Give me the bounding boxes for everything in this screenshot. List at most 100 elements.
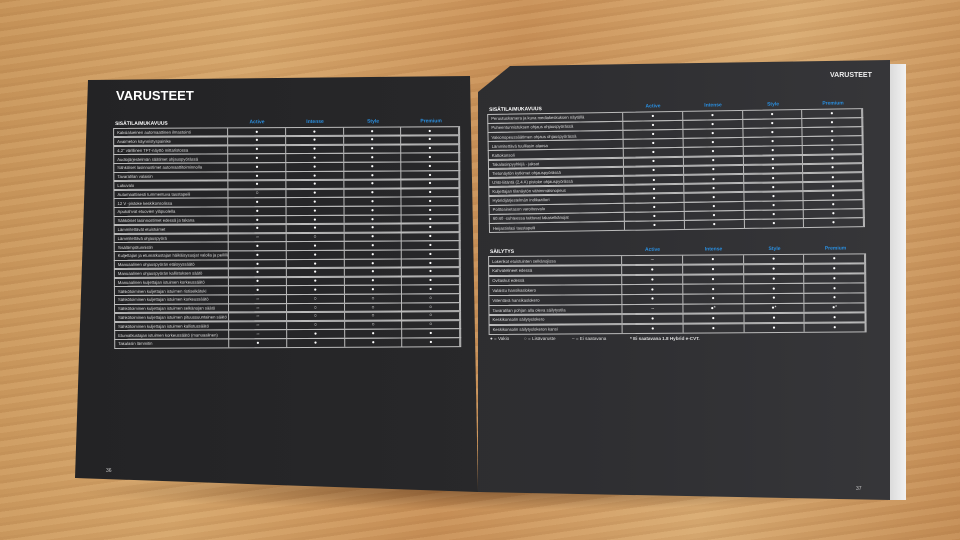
availability-cell: ● (804, 264, 866, 273)
availability-cell: ○ (402, 303, 461, 311)
availability-cell: ● (228, 145, 287, 154)
feature-label: Kuljettajan ja etumatkustajan häikäisysu… (114, 251, 230, 260)
availability-cell: ○ (287, 321, 345, 330)
availability-cell: ○ (402, 320, 461, 329)
availability-cell: ● (343, 127, 402, 136)
section-heading: SISÄTILA/MUKAVUUS (489, 106, 542, 113)
column-header: Premium (420, 118, 442, 125)
feature-label: Lokerikot etuistuinten selkänojissa (489, 256, 623, 266)
availability-cell: ● (683, 294, 745, 304)
legend-unavailable: – = Ei saatavana (572, 336, 607, 341)
availability-cell: ● (229, 242, 287, 251)
page-edge (888, 64, 906, 500)
availability-cell: ● (743, 284, 805, 293)
feature-label: Lämmitettävät etuistuimet (114, 225, 229, 234)
feature-label: Automaattisesti tummentuva taustapeili (114, 189, 229, 198)
availability-cell: ● (286, 171, 345, 180)
table-row: Takalasin lämmitin ● ● ● ● (114, 337, 462, 349)
availability-cell: ● (402, 338, 461, 347)
availability-cell: ● (286, 268, 345, 277)
availability-cell: ● (344, 241, 403, 250)
availability-cell: ●* (804, 303, 866, 313)
availability-cell: ● (401, 162, 460, 171)
availability-cell: ● (402, 329, 461, 338)
availability-cell: ● (625, 221, 685, 230)
availability-cell: – (622, 304, 684, 314)
availability-cell: ● (804, 293, 866, 303)
availability-cell: ● (804, 322, 866, 332)
availability-cell: ● (343, 153, 402, 162)
availability-cell: ● (344, 268, 403, 276)
availability-cell: ○ (286, 294, 345, 303)
availability-cell: ● (286, 127, 344, 136)
feature-label: Heijastinlasi taustapeili (489, 222, 626, 232)
availability-cell: ● (622, 294, 684, 304)
availability-cell: ● (401, 127, 460, 135)
availability-cell: ○ (344, 312, 403, 320)
availability-cell: ● (286, 286, 345, 294)
availability-cell: ● (229, 339, 288, 347)
availability-cell: ● (229, 277, 287, 286)
availability-cell: ● (804, 283, 866, 293)
availability-cell: ● (229, 251, 287, 259)
availability-cell: ● (402, 276, 460, 285)
legend-footnote: * Ei saatavana 1.8 Hybrid e-CVT. (630, 336, 700, 341)
availability-cell: ● (401, 144, 460, 153)
availability-cell: ● (622, 275, 684, 285)
availability-cell: ● (344, 233, 402, 241)
availability-cell: ● (228, 224, 287, 233)
availability-cell: ● (622, 265, 684, 275)
feature-label: Sisälämpötunnistin (114, 242, 230, 251)
availability-cell: ● (343, 162, 402, 171)
availability-cell: ● (683, 274, 744, 284)
column-header: Premium (824, 245, 847, 252)
availability-cell: ● (286, 206, 345, 215)
feature-label: Ovitaskut edessä (489, 275, 623, 285)
availability-cell: ○ (402, 311, 461, 320)
availability-cell: ○ (287, 303, 345, 312)
availability-cell: ● (287, 330, 345, 338)
availability-cell: ● (743, 264, 805, 274)
availability-cell: ● (286, 215, 345, 224)
availability-cell: ○ (402, 294, 460, 303)
availability-cell: ● (744, 323, 805, 333)
availability-cell: ● (744, 313, 805, 323)
availability-cell: ● (286, 189, 345, 198)
availability-cell: ● (744, 219, 805, 228)
availability-cell: ● (344, 180, 402, 188)
availability-cell: ● (344, 259, 403, 268)
availability-cell: ● (804, 313, 866, 322)
availability-cell: ● (228, 136, 287, 145)
availability-cell: ● (286, 162, 344, 171)
availability-cell: ● (228, 163, 287, 171)
feature-label: 4,2" värillinen TFT-näyttö mittaristossa (114, 145, 229, 154)
table-row: Keskikonsolin säilytyslokeron kansi ● ● ● ● (488, 321, 867, 335)
page-number: 37 (856, 486, 862, 492)
feature-label: Viilentävä hansikaslokero (489, 295, 623, 305)
legend-optional: ○ = Lisävaruste (524, 336, 556, 341)
availability-cell: ● (401, 223, 460, 232)
column-header: Active (645, 246, 661, 253)
page-title: VARUSTEET (116, 88, 194, 103)
availability-cell: ● (286, 224, 345, 233)
availability-cell: ● (402, 259, 460, 267)
availability-cell: – (228, 233, 287, 242)
feature-label: Sähkötoiminen kuljettajan istuimen kalli… (115, 321, 230, 330)
availability-cell: ● (743, 254, 805, 264)
availability-cell: ● (684, 220, 745, 229)
availability-cell: ● (286, 154, 344, 162)
column-header: Premium (822, 100, 844, 107)
availability-cell: ● (228, 216, 287, 224)
availability-cell: ○ (228, 189, 287, 198)
availability-cell: ● (286, 180, 345, 189)
feature-label: Sähkötoiminen kuljettajan istuimen pituu… (115, 313, 230, 322)
availability-cell: ○ (286, 233, 345, 242)
availability-cell: ○ (344, 321, 403, 329)
availability-cell: ● (344, 189, 402, 197)
availability-cell: ● (286, 145, 344, 154)
availability-cell: ● (286, 242, 345, 250)
column-header: Style (367, 118, 380, 125)
availability-cell: ● (344, 338, 403, 347)
availability-cell: ● (402, 250, 460, 259)
